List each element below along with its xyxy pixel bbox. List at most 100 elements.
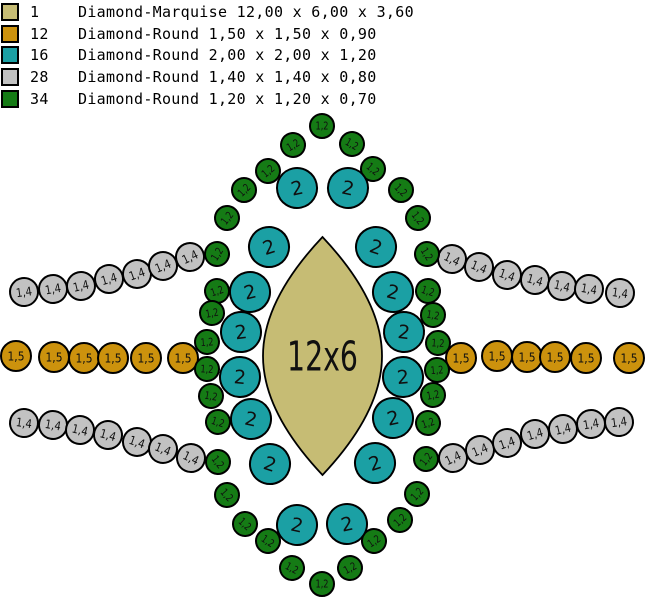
stone-diamond-round-1-50[interactable]: 1,5 [445, 342, 477, 374]
stone-diamond-round-1-50[interactable]: 1,5 [97, 342, 129, 374]
stone-diamond-round-1-20[interactable]: 1,2 [401, 201, 435, 235]
legend-row-round-150: 12 Diamond-Round 1,50 x 1,50 x 0,90 [1, 23, 414, 45]
stone-diamond-round-1-20[interactable]: 1,2 [410, 237, 443, 270]
stone-diamond-round-1-20[interactable]: 1,2 [419, 381, 447, 409]
stone-diamond-round-1-50[interactable]: 1,5 [570, 342, 602, 374]
stone-diamond-round-1-20[interactable]: 1,2 [228, 507, 262, 541]
stone-diamond-round-1-40[interactable]: 1,4 [434, 439, 471, 476]
stone-diamond-round-1-20[interactable]: 1,2 [201, 445, 235, 479]
stone-diamond-round-1-40[interactable]: 1,4 [545, 269, 579, 303]
stone-diamond-round-2-00[interactable]: 2 [382, 310, 427, 355]
stone-diamond-round-1-20[interactable]: 1,2 [356, 152, 390, 186]
stone-diamond-round-2-00[interactable]: 2 [219, 310, 264, 355]
stone-diamond-round-1-20[interactable]: 1,2 [384, 173, 418, 207]
stone-diamond-round-1-20[interactable]: 1,2 [210, 478, 244, 512]
diamond-round-1-20-circle [232, 511, 258, 537]
stone-diamond-round-1-20[interactable]: 1,2 [202, 276, 232, 306]
stone-diamond-round-1-40[interactable]: 1,4 [573, 273, 605, 305]
stone-diamond-round-1-40[interactable]: 1,4 [63, 413, 97, 447]
stone-diamond-round-1-40[interactable]: 1,4 [575, 408, 607, 440]
stone-diamond-round-1-20[interactable]: 1,2 [425, 330, 451, 356]
diamond-round-2-00-circle [276, 504, 318, 546]
stone-diamond-round-1-20[interactable]: 1,2 [400, 477, 434, 511]
stone-diamond-round-1-40[interactable]: 1,4 [145, 431, 181, 467]
stone-diamond-round-1-50[interactable]: 1,5 [167, 342, 199, 374]
stone-diamond-round-1-20[interactable]: 1,2 [309, 113, 335, 139]
stone-diamond-round-1-50[interactable]: 1,5 [68, 342, 100, 374]
stone-diamond-round-1-40[interactable]: 1,4 [37, 273, 69, 305]
stone-diamond-round-2-00[interactable]: 2 [226, 268, 274, 316]
stone-diamond-round-2-00[interactable]: 2 [273, 501, 320, 548]
stone-diamond-round-1-20[interactable]: 1,2 [309, 571, 335, 597]
stone-diamond-round-1-40[interactable]: 1,4 [518, 417, 553, 452]
stone-diamond-round-1-50[interactable]: 1,5 [613, 342, 645, 374]
stone-diamond-round-2-00[interactable]: 2 [227, 395, 274, 442]
stone-diamond-round-1-40[interactable]: 1,4 [8, 407, 40, 439]
stone-diamond-round-1-20[interactable]: 1,2 [413, 408, 443, 438]
stone-diamond-round-1-20[interactable]: 1,2 [210, 201, 244, 235]
stone-diamond-round-1-20[interactable]: 1,2 [251, 524, 284, 557]
stone-size-label: 2 [242, 280, 259, 304]
stone-diamond-round-1-40[interactable]: 1,4 [171, 238, 208, 275]
stone-diamond-round-1-20[interactable]: 1,2 [197, 382, 225, 410]
stone-diamond-round-2-00[interactable]: 2 [245, 439, 295, 489]
stone-diamond-round-1-20[interactable]: 1,2 [277, 129, 310, 162]
stone-diamond-round-2-00[interactable]: 2 [244, 222, 294, 272]
stone-diamond-round-2-00[interactable]: 2 [273, 164, 320, 211]
stone-diamond-round-1-50[interactable]: 1,5 [130, 342, 162, 374]
stone-diamond-round-2-00[interactable]: 2 [369, 394, 416, 441]
stone-diamond-round-1-20[interactable]: 1,2 [336, 128, 369, 161]
stone-diamond-round-1-40[interactable]: 1,4 [92, 262, 127, 297]
stone-diamond-round-1-20[interactable]: 1,2 [198, 299, 226, 327]
stone-diamond-round-1-40[interactable]: 1,4 [64, 269, 98, 303]
stone-diamond-round-1-40[interactable]: 1,4 [604, 277, 636, 309]
stone-diamond-round-1-40[interactable]: 1,4 [489, 257, 525, 293]
stone-diamond-round-2-00[interactable]: 2 [218, 355, 261, 398]
stone-diamond-round-1-40[interactable]: 1,4 [462, 432, 498, 468]
stone-diamond-round-1-50[interactable]: 1,5 [511, 341, 543, 373]
stone-diamond-round-1-20[interactable]: 1,2 [409, 442, 443, 476]
stone-diamond-round-1-50[interactable]: 1,5 [0, 340, 32, 372]
stone-diamond-round-2-00[interactable]: 2 [351, 222, 401, 272]
stone-diamond-round-1-20[interactable]: 1,2 [424, 357, 450, 383]
diamond-round-1-50-circle [570, 342, 602, 374]
stone-size-label: 1,2 [420, 416, 436, 431]
stone-diamond-round-1-20[interactable]: 1,2 [227, 173, 261, 207]
stone-size-label: 1,4 [44, 281, 62, 298]
stone-diamond-round-1-20[interactable]: 1,2 [413, 276, 443, 306]
stone-size-label: 1,4 [98, 426, 117, 444]
stone-diamond-round-1-20[interactable]: 1,2 [334, 552, 366, 584]
stone-diamond-round-2-00[interactable]: 2 [369, 268, 417, 316]
diamond-round-2-00-circle [383, 311, 425, 353]
legend-row-round-120: 34 Diamond-Round 1,20 x 1,20 x 0,70 [1, 88, 414, 110]
stone-diamond-round-1-20[interactable]: 1,2 [200, 237, 233, 270]
stone-diamond-round-2-00[interactable]: 2 [350, 438, 400, 488]
stone-diamond-round-1-40[interactable]: 1,4 [546, 412, 580, 446]
stone-diamond-round-1-20[interactable]: 1,2 [419, 301, 447, 329]
stone-diamond-round-1-20[interactable]: 1,2 [251, 154, 285, 188]
stone-diamond-round-1-40[interactable]: 1,4 [91, 418, 126, 453]
stone-diamond-round-1-20[interactable]: 1,2 [357, 524, 390, 557]
stone-diamond-round-1-40[interactable]: 1,4 [8, 276, 40, 308]
stone-diamond-round-2-00[interactable]: 2 [381, 355, 424, 398]
stone-diamond-round-1-20[interactable]: 1,2 [194, 329, 220, 355]
stone-diamond-round-1-40[interactable]: 1,4 [518, 263, 553, 298]
stone-size-label: 1,5 [578, 350, 595, 365]
stone-diamond-round-1-20[interactable]: 1,2 [276, 552, 308, 584]
legend-color-swatch [1, 2, 19, 21]
stone-diamond-round-1-40[interactable]: 1,4 [489, 425, 525, 461]
stone-diamond-round-1-20[interactable]: 1,2 [203, 407, 233, 437]
stone-diamond-round-1-50[interactable]: 1,5 [38, 341, 70, 373]
stone-diamond-round-1-40[interactable]: 1,4 [37, 409, 69, 441]
stone-diamond-round-1-20[interactable]: 1,2 [383, 503, 417, 537]
stone-diamond-round-1-40[interactable]: 1,4 [603, 406, 635, 438]
stone-diamond-round-1-40[interactable]: 1,4 [145, 248, 181, 284]
stone-diamond-round-1-50[interactable]: 1,5 [539, 341, 571, 373]
stone-diamond-round-1-40[interactable]: 1,4 [461, 249, 497, 285]
stone-diamond-round-1-50[interactable]: 1,5 [481, 340, 513, 372]
stone-diamond-round-1-40[interactable]: 1,4 [172, 439, 209, 476]
stone-diamond-round-2-00[interactable]: 2 [323, 500, 370, 547]
marquise-center-stone[interactable] [262, 235, 383, 477]
stone-diamond-round-2-00[interactable]: 2 [324, 164, 371, 211]
stone-diamond-round-1-20[interactable]: 1,2 [194, 356, 220, 382]
